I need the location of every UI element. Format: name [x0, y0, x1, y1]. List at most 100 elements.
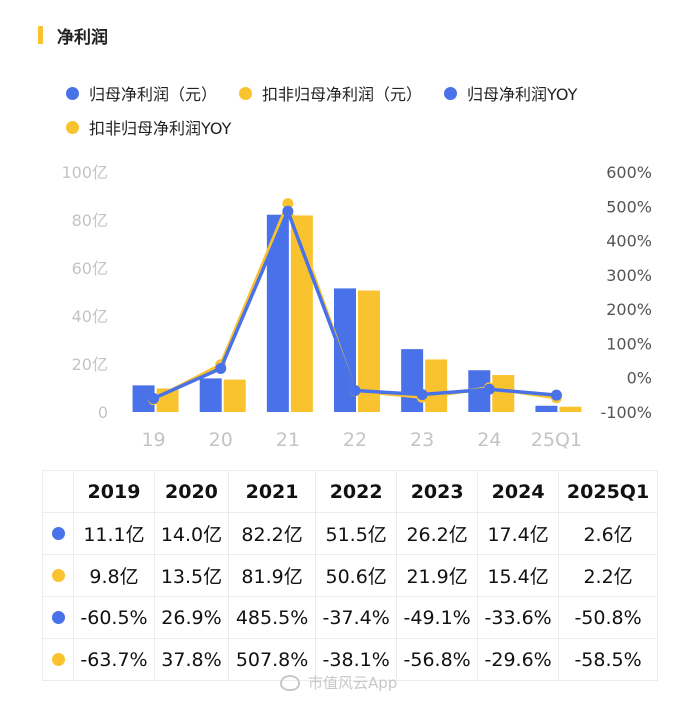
bar-deducted-net-profit [559, 406, 582, 412]
header-accent-bar [38, 26, 43, 44]
section-title: 净利润 [57, 27, 108, 48]
left-axis-tick-label: 100亿 [61, 163, 108, 182]
legend-item-parent-net-profit-yoy[interactable]: 归母净利润YOY [444, 81, 577, 105]
table-header-cell: 2020 [153, 470, 229, 513]
bar-deducted-net-profit [492, 375, 515, 412]
row-marker [42, 638, 74, 681]
watermark-text: 市值风云App [308, 674, 398, 692]
table-cell: 50.6亿 [315, 554, 398, 597]
table-cell: 11.1亿 [73, 512, 155, 555]
bar-parent-net-profit [401, 349, 424, 412]
data-table: 2019 2020 2021 2022 2023 2024 2025Q1 11.… [42, 470, 658, 681]
table-cell: 14.0亿 [153, 512, 229, 555]
table-cell: 507.8% [227, 638, 317, 681]
weibo-logo-icon [280, 674, 300, 691]
x-axis-tick-label: 24 [477, 429, 501, 451]
table-header-cell: 2022 [315, 470, 398, 513]
table-row: 9.8亿 13.5亿 81.9亿 50.6亿 21.9亿 15.4亿 2.2亿 [42, 554, 658, 597]
legend-label: 扣非归母净利润YOY [89, 119, 232, 138]
right-axis-tick-label: -100% [600, 403, 652, 422]
table-cell: 9.8亿 [73, 554, 155, 597]
table-cell: -56.8% [396, 638, 479, 681]
table-header-cell: 2023 [396, 470, 479, 513]
table-cell: 2.2亿 [558, 554, 658, 597]
table-cell: -29.6% [477, 638, 560, 681]
table-cell: 82.2亿 [227, 512, 317, 555]
bar-parent-net-profit [266, 214, 289, 412]
bar-deducted-net-profit [425, 359, 448, 412]
table-header-row: 2019 2020 2021 2022 2023 2024 2025Q1 [42, 470, 658, 513]
legend-item-parent-net-profit[interactable]: 归母净利润（元） [66, 81, 217, 105]
row-marker [42, 512, 74, 555]
point-parent-net-profit-yoy [282, 205, 294, 217]
table-row: 11.1亿 14.0亿 82.2亿 51.5亿 26.2亿 17.4亿 2.6亿 [42, 512, 658, 555]
x-axis-tick-label: 20 [209, 429, 233, 451]
table-cell: 37.8% [153, 638, 229, 681]
table-cell: 21.9亿 [396, 554, 479, 597]
legend-dot-icon [66, 86, 79, 100]
row-dot-icon [51, 652, 65, 666]
point-parent-net-profit-yoy [550, 389, 562, 401]
right-axis-tick-label: 0% [627, 369, 652, 388]
table-header-cell: 2021 [227, 470, 317, 513]
right-axis-tick-label: 400% [606, 232, 652, 251]
row-dot-icon [51, 610, 65, 624]
legend-dot-icon [66, 120, 79, 134]
table-cell: -33.6% [477, 596, 560, 639]
x-axis-tick-label: 25Q1 [531, 429, 582, 451]
point-parent-net-profit-yoy [215, 362, 227, 374]
table-cell: -63.7% [73, 638, 155, 681]
legend-dot-icon [239, 86, 253, 100]
table-cell: -37.4% [315, 596, 398, 639]
row-marker [42, 554, 74, 597]
bar-parent-net-profit [199, 378, 222, 412]
legend-label: 归母净利润YOY [467, 85, 578, 104]
x-axis-tick-label: 22 [343, 429, 367, 451]
point-parent-net-profit-yoy [148, 392, 160, 404]
section-header: 净利润 [38, 24, 108, 48]
watermark: 市值风云App [280, 672, 397, 693]
table-cell: -58.5% [558, 638, 658, 681]
right-axis-tick-label: 300% [606, 266, 652, 285]
table-header-cell: 2024 [477, 470, 560, 513]
point-parent-net-profit-yoy [416, 389, 428, 401]
table-header-blank [42, 470, 74, 513]
bar-deducted-net-profit [223, 379, 246, 412]
x-axis-tick-label: 23 [410, 429, 434, 451]
table-cell: 2.6亿 [558, 512, 658, 555]
left-axis-tick-label: 60亿 [72, 259, 108, 278]
point-parent-net-profit-yoy [349, 385, 361, 397]
legend-item-deducted-net-profit[interactable]: 扣非归母净利润（元） [239, 81, 422, 105]
legend-item-deducted-net-profit-yoy[interactable]: 扣非归母净利润YOY [66, 115, 231, 139]
table-cell: -38.1% [315, 638, 398, 681]
table-cell: 81.9亿 [227, 554, 317, 597]
table-cell: 51.5亿 [315, 512, 398, 555]
chart-legend: 归母净利润（元） 扣非归母净利润（元） 归母净利润YOY 扣非归母净利润YOY [66, 76, 666, 144]
point-deducted-net-profit-yoy [282, 198, 294, 210]
table-cell: 26.2亿 [396, 512, 479, 555]
bar-parent-net-profit [132, 385, 155, 412]
table-cell: -60.5% [73, 596, 155, 639]
row-dot-icon [51, 526, 65, 540]
right-axis-tick-label: 600% [606, 163, 652, 182]
left-axis-tick-label: 0 [98, 403, 108, 422]
table-header-cell: 2019 [73, 470, 155, 513]
legend-label: 归母净利润（元） [89, 85, 218, 104]
table-cell: -50.8% [558, 596, 658, 639]
legend-dot-icon [444, 86, 458, 100]
bar-deducted-net-profit [358, 290, 380, 412]
right-axis-tick-label: 200% [606, 300, 652, 319]
table-header-cell: 2025Q1 [558, 470, 658, 513]
left-axis-tick-label: 80亿 [72, 211, 108, 230]
right-axis-tick-label: 100% [606, 334, 652, 353]
table-cell: 13.5亿 [153, 554, 229, 597]
table-row: -60.5% 26.9% 485.5% -37.4% -49.1% -33.6% -50.8… [42, 596, 658, 639]
table-cell: 485.5% [227, 596, 317, 639]
table-cell: 17.4亿 [477, 512, 560, 555]
table-cell: -49.1% [396, 596, 479, 639]
legend-label: 扣非归母净利润（元） [262, 85, 423, 104]
bar-parent-net-profit [535, 405, 558, 412]
right-axis-tick-label: 500% [606, 197, 652, 216]
left-axis-tick-label: 40亿 [72, 307, 108, 326]
x-axis-tick-label: 21 [276, 429, 300, 451]
